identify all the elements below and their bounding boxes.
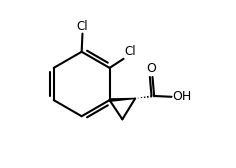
Text: OH: OH xyxy=(172,90,192,103)
Text: O: O xyxy=(146,62,156,75)
Text: Cl: Cl xyxy=(124,45,136,58)
Text: Cl: Cl xyxy=(77,20,88,33)
Polygon shape xyxy=(110,98,135,101)
